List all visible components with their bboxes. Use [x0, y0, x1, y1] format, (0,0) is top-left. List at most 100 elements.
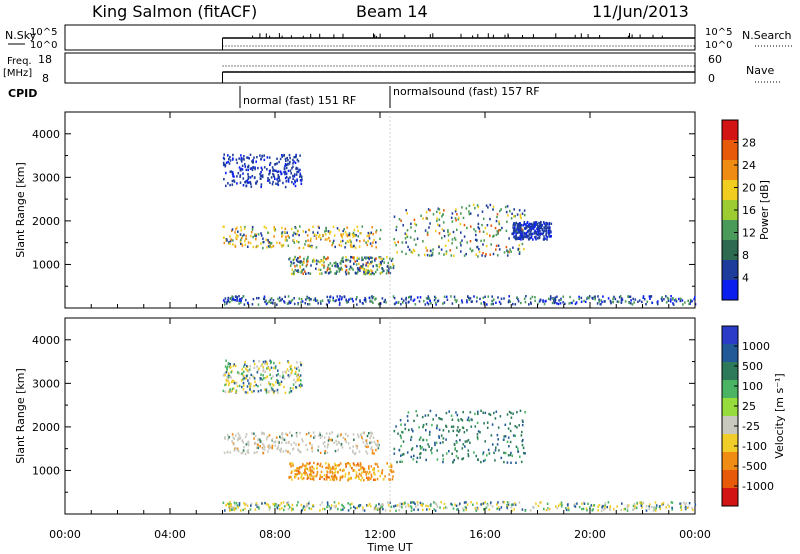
echo-cell	[393, 452, 396, 455]
echo-cell	[310, 434, 312, 438]
echo-cell	[289, 365, 291, 369]
echo-cell	[350, 242, 353, 245]
echo-cell	[537, 232, 540, 236]
echo-cell	[291, 462, 293, 465]
echo-cell	[225, 171, 227, 175]
echo-cell	[252, 375, 254, 378]
y-tick-label: 2000	[32, 215, 60, 228]
echo-cell	[406, 415, 409, 418]
echo-cell	[253, 437, 255, 440]
echo-cell	[366, 476, 368, 479]
echo-cell	[546, 236, 548, 239]
echo-cell	[252, 159, 254, 162]
echo-cell	[273, 169, 276, 172]
echo-cell	[271, 446, 274, 450]
echo-cell	[341, 239, 344, 243]
echo-cell	[299, 154, 301, 157]
colorbar-swatch	[722, 180, 738, 201]
echo-cell	[638, 299, 641, 302]
echo-cell	[267, 179, 269, 182]
echo-cell	[355, 474, 358, 477]
echo-cell	[330, 270, 332, 274]
echo-cell	[245, 443, 248, 446]
echo-cell	[235, 295, 237, 298]
echo-cell	[624, 507, 627, 511]
echo-cell	[236, 161, 238, 165]
echo-cell	[498, 222, 501, 226]
echo-cell	[375, 229, 378, 232]
echo-cell	[468, 212, 471, 216]
echo-cell	[434, 295, 436, 299]
echo-cell	[334, 506, 337, 509]
echo-cell	[333, 234, 336, 237]
echo-cell	[477, 437, 479, 441]
echo-cell	[387, 501, 389, 504]
echo-cell	[285, 175, 288, 179]
echo-cell	[318, 235, 320, 238]
echo-cell	[322, 259, 324, 263]
echo-cell	[531, 295, 534, 299]
echo-cell	[260, 183, 263, 186]
echo-cell	[487, 295, 490, 298]
echo-cell	[548, 235, 550, 238]
echo-cell	[506, 506, 508, 509]
echo-cell	[337, 264, 339, 268]
echo-cell	[293, 297, 295, 300]
echo-cell	[231, 158, 234, 161]
echo-cell	[366, 256, 368, 259]
echo-cell	[460, 212, 462, 215]
echo-cell	[342, 436, 345, 439]
echo-cell	[290, 509, 293, 512]
echo-cell	[267, 177, 269, 180]
echo-cell	[401, 241, 404, 244]
echo-cell	[369, 477, 372, 480]
echo-cell	[424, 448, 427, 452]
echo-cell	[523, 247, 525, 251]
echo-cell	[295, 153, 297, 157]
echo-cell	[361, 437, 364, 441]
echo-cell	[455, 300, 458, 304]
echo-cell	[452, 425, 455, 428]
echo-cell	[223, 236, 225, 239]
echo-cell	[646, 300, 649, 303]
echo-cell	[241, 297, 243, 300]
echo-cell	[371, 452, 374, 455]
echo-cell	[561, 503, 563, 507]
echo-cell	[326, 269, 329, 272]
echo-cell	[373, 272, 375, 276]
echo-cell	[499, 228, 502, 232]
echo-cell	[525, 295, 527, 298]
echo-cell	[289, 431, 291, 434]
echo-cell	[508, 501, 510, 504]
echo-cell	[466, 301, 468, 304]
echo-cell	[281, 441, 283, 444]
colorbar-swatch	[722, 280, 738, 301]
echo-cell	[507, 454, 510, 457]
echo-cell	[357, 433, 359, 436]
echo-cell	[520, 227, 523, 230]
echo-cell	[253, 176, 256, 180]
echo-cell	[454, 447, 456, 450]
echo-cell	[245, 367, 247, 370]
echo-cell	[441, 228, 444, 231]
echo-cell	[455, 454, 458, 458]
echo-cell	[410, 298, 412, 301]
echo-cell	[339, 476, 342, 479]
echo-cell	[473, 295, 475, 298]
echo-cell	[410, 501, 412, 504]
echo-cell	[337, 471, 339, 474]
echo-cell	[538, 227, 540, 230]
echo-cell	[693, 297, 695, 301]
echo-cell	[263, 448, 266, 451]
echo-cell	[281, 154, 283, 157]
echo-cell	[514, 235, 517, 238]
echo-cell	[431, 253, 434, 256]
echo-cell	[469, 212, 472, 215]
echo-cell	[282, 374, 284, 377]
echo-cell	[620, 508, 622, 512]
echo-cell	[631, 303, 634, 306]
echo-cell	[376, 478, 379, 481]
echo-cell	[518, 209, 521, 212]
echo-cell	[422, 425, 424, 429]
x-tick-label: 08:00	[259, 528, 291, 541]
